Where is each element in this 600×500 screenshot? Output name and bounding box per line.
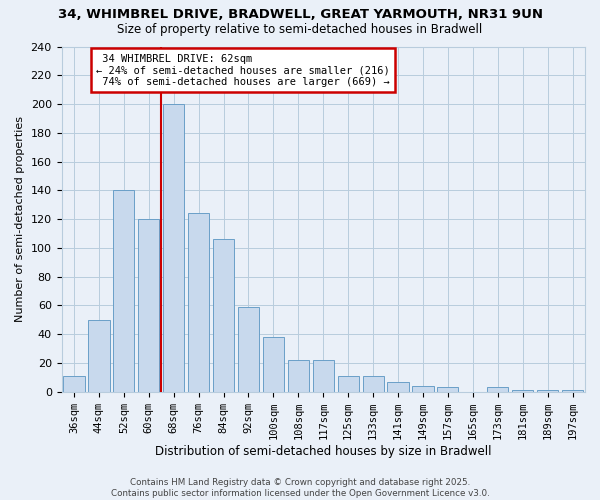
Text: 34 WHIMBREL DRIVE: 62sqm
← 24% of semi-detached houses are smaller (216)
 74% of: 34 WHIMBREL DRIVE: 62sqm ← 24% of semi-d… (97, 54, 390, 87)
Bar (288, 360, 309, 392)
Bar (338, 376, 359, 392)
Bar (163, 104, 184, 392)
Bar (213, 239, 234, 392)
Bar (263, 337, 284, 392)
Y-axis label: Number of semi-detached properties: Number of semi-detached properties (15, 116, 25, 322)
Text: Size of property relative to semi-detached houses in Bradwell: Size of property relative to semi-detach… (118, 22, 482, 36)
Bar (537, 390, 558, 392)
Bar (138, 219, 160, 392)
Text: Contains HM Land Registry data © Crown copyright and database right 2025.
Contai: Contains HM Land Registry data © Crown c… (110, 478, 490, 498)
Bar (562, 390, 583, 392)
Bar (437, 388, 458, 392)
Bar (88, 320, 110, 392)
Bar (362, 376, 384, 392)
Bar (388, 382, 409, 392)
Text: 34, WHIMBREL DRIVE, BRADWELL, GREAT YARMOUTH, NR31 9UN: 34, WHIMBREL DRIVE, BRADWELL, GREAT YARM… (58, 8, 542, 20)
X-axis label: Distribution of semi-detached houses by size in Bradwell: Distribution of semi-detached houses by … (155, 444, 491, 458)
Bar (113, 190, 134, 392)
Bar (64, 376, 85, 392)
Bar (412, 386, 434, 392)
Bar (188, 214, 209, 392)
Bar (313, 360, 334, 392)
Bar (238, 307, 259, 392)
Bar (487, 388, 508, 392)
Bar (512, 390, 533, 392)
